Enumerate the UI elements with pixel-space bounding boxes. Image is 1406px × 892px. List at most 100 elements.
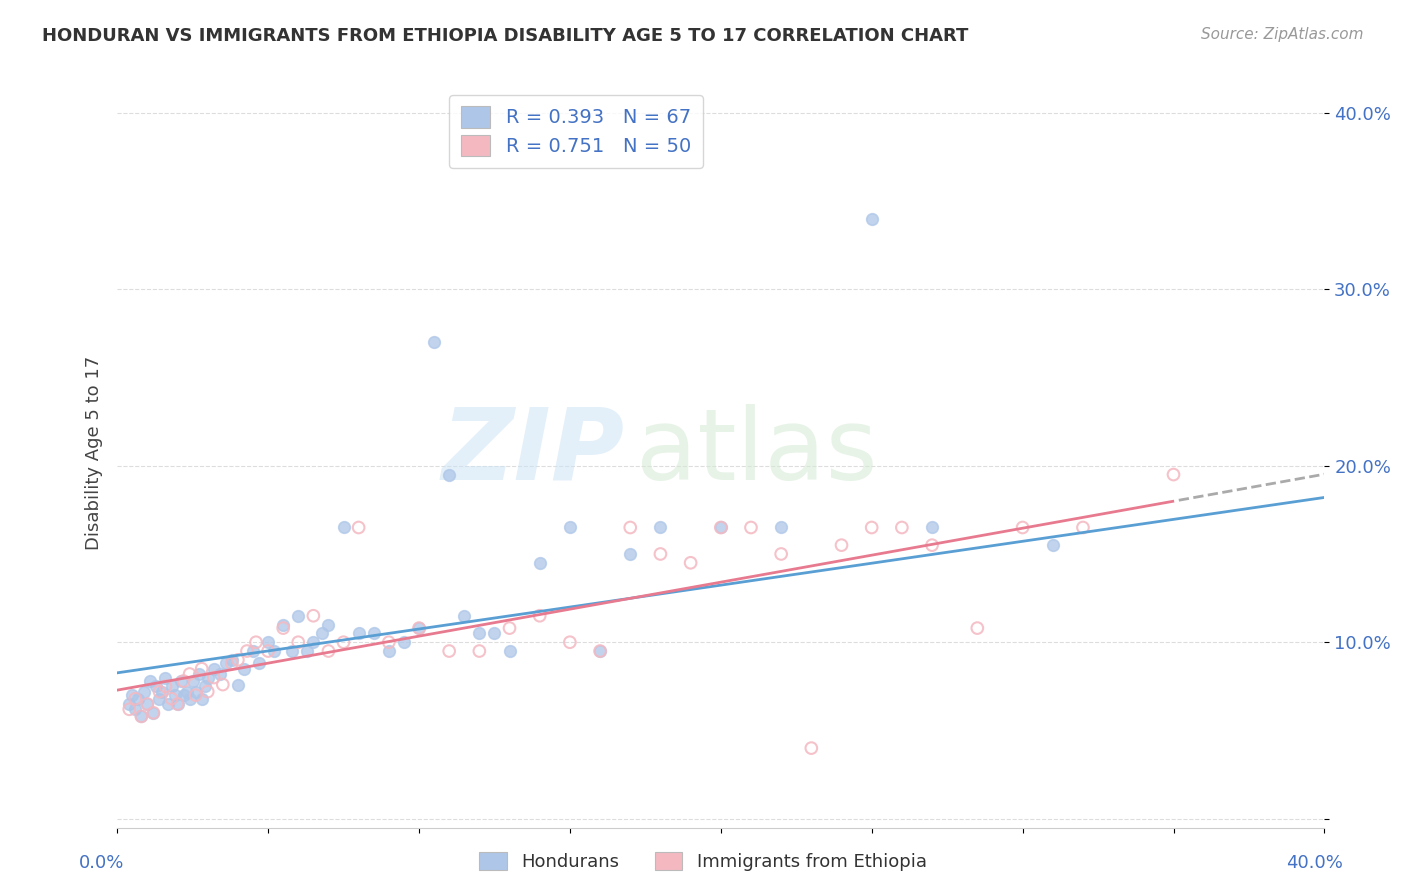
Point xyxy=(160,691,183,706)
Point xyxy=(408,621,430,635)
Point xyxy=(363,626,385,640)
Point xyxy=(297,644,319,658)
Point xyxy=(118,697,141,711)
Point xyxy=(437,467,460,482)
Point xyxy=(529,608,551,623)
Point xyxy=(211,677,233,691)
Point xyxy=(190,691,212,706)
Point xyxy=(287,635,309,649)
Legend: Hondurans, Immigrants from Ethiopia: Hondurans, Immigrants from Ethiopia xyxy=(472,845,934,879)
Point xyxy=(302,608,325,623)
Point xyxy=(145,679,167,693)
Point xyxy=(710,520,733,534)
Point xyxy=(121,688,143,702)
Point xyxy=(650,520,672,534)
Point xyxy=(423,335,446,350)
Point xyxy=(215,657,238,671)
Point xyxy=(176,684,198,698)
Point xyxy=(529,556,551,570)
Point xyxy=(589,644,612,658)
Point xyxy=(392,635,415,649)
Point xyxy=(302,635,325,649)
Point xyxy=(921,538,943,552)
Point xyxy=(166,697,188,711)
Point xyxy=(124,702,146,716)
Point xyxy=(921,520,943,534)
Point xyxy=(208,667,231,681)
Text: 0.0%: 0.0% xyxy=(79,855,124,872)
Point xyxy=(157,697,180,711)
Point xyxy=(332,635,354,649)
Point xyxy=(437,644,460,658)
Text: ZIP: ZIP xyxy=(441,404,624,501)
Point xyxy=(163,688,186,702)
Point xyxy=(131,709,153,723)
Point xyxy=(800,741,823,756)
Point xyxy=(233,662,256,676)
Point xyxy=(221,653,243,667)
Point xyxy=(245,635,267,649)
Point xyxy=(498,621,520,635)
Point xyxy=(484,626,506,640)
Point xyxy=(257,644,280,658)
Point xyxy=(740,520,762,534)
Point xyxy=(257,635,280,649)
Point xyxy=(148,691,170,706)
Point xyxy=(831,538,853,552)
Point xyxy=(271,617,294,632)
Point xyxy=(155,679,177,693)
Point xyxy=(197,684,219,698)
Point xyxy=(453,608,475,623)
Point xyxy=(202,671,225,685)
Point xyxy=(318,617,340,632)
Point xyxy=(160,679,183,693)
Text: atlas: atlas xyxy=(637,404,877,501)
Point xyxy=(347,520,370,534)
Point xyxy=(1011,520,1033,534)
Point xyxy=(318,644,340,658)
Point xyxy=(332,520,354,534)
Point xyxy=(966,621,988,635)
Point xyxy=(247,657,270,671)
Point xyxy=(142,706,165,720)
Point xyxy=(468,626,491,640)
Point xyxy=(181,674,204,689)
Point xyxy=(558,635,581,649)
Point xyxy=(589,644,612,658)
Point xyxy=(226,677,249,691)
Point xyxy=(1071,520,1094,534)
Point xyxy=(139,674,162,689)
Point xyxy=(679,556,702,570)
Point xyxy=(347,626,370,640)
Point xyxy=(134,684,156,698)
Point xyxy=(152,684,174,698)
Legend: R = 0.393   N = 67, R = 0.751   N = 50: R = 0.393 N = 67, R = 0.751 N = 50 xyxy=(450,95,703,169)
Point xyxy=(197,671,219,685)
Point xyxy=(378,644,401,658)
Point xyxy=(281,644,304,658)
Point xyxy=(187,667,209,681)
Point xyxy=(498,644,520,658)
Point xyxy=(1163,467,1185,482)
Point xyxy=(468,644,491,658)
Point xyxy=(408,621,430,635)
Text: Source: ZipAtlas.com: Source: ZipAtlas.com xyxy=(1201,27,1364,42)
Point xyxy=(131,709,153,723)
Point xyxy=(179,667,201,681)
Point xyxy=(142,706,165,720)
Point xyxy=(287,608,309,623)
Point xyxy=(184,684,207,698)
Point xyxy=(226,653,249,667)
Point xyxy=(619,520,641,534)
Point xyxy=(236,644,259,658)
Point xyxy=(173,688,195,702)
Point xyxy=(710,520,733,534)
Point xyxy=(860,211,883,226)
Point xyxy=(194,679,217,693)
Point xyxy=(179,691,201,706)
Point xyxy=(263,644,285,658)
Point xyxy=(166,697,188,711)
Point xyxy=(1042,538,1064,552)
Point xyxy=(890,520,912,534)
Point xyxy=(770,547,793,561)
